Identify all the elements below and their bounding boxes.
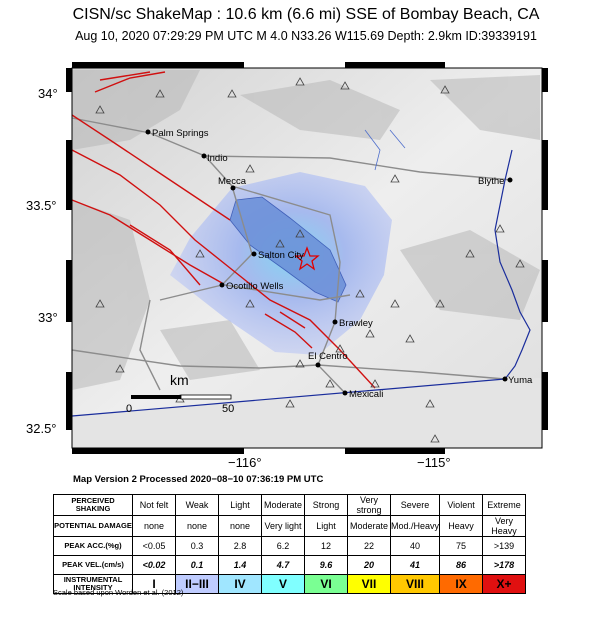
svg-text:0: 0: [126, 403, 132, 415]
map-title: CISN/sc ShakeMap : 10.6 km (6.6 mi) SSE …: [72, 6, 540, 23]
city-mexicali: Mexicali: [349, 389, 383, 400]
city-yuma: Yuma: [508, 375, 533, 386]
event-info: Aug 10, 2020 07:29:29 PM UTC M 4.0 N33.2…: [75, 29, 537, 43]
city-salton-city: Salton City: [258, 250, 304, 261]
legend-header-pga: PEAK ACC.(%g): [53, 536, 133, 556]
legend-cell: 40: [389, 536, 441, 556]
legend-cell: Strong: [304, 494, 348, 516]
frame-ticks: [66, 62, 548, 454]
legend-cell: Very light: [261, 515, 305, 537]
legend-cell: 4.7: [261, 555, 305, 575]
legend-cell: 1.4: [218, 555, 262, 575]
legend-cell: Not felt: [132, 494, 176, 516]
legend-cell: none: [175, 515, 219, 537]
epicenter-star: [294, 246, 320, 271]
legend-cell: 75: [439, 536, 484, 556]
city-indio: Indio: [207, 153, 228, 164]
legend-cell: 2.8: [218, 536, 262, 556]
city-labels: Palm Springs Indio Mecca Blythe Salton C…: [152, 128, 533, 400]
intensity-swatch: I: [132, 574, 176, 594]
legend-row-intensity: INSTRUMENTAL INTENSITY I II−III IV V VI …: [53, 574, 527, 594]
intensity-swatch: VII: [347, 574, 391, 594]
scale-credit: Scale based upon Worden et al. (2012): [53, 588, 184, 597]
legend-cell: Moderate: [347, 515, 391, 537]
map-version: Map Version 2 Processed 2020−08−10 07:36…: [73, 474, 324, 485]
legend-cell: Light: [218, 494, 262, 516]
legend-cell: <0.02: [132, 555, 176, 575]
legend-cell: Violent: [439, 494, 484, 516]
legend-header-pgv: PEAK VEL.(cm/s): [53, 555, 133, 575]
city-ocotillo-wells: Ocotillo Wells: [226, 281, 284, 292]
legend-header-damage: POTENTIAL DAMAGE: [53, 515, 133, 537]
svg-text:50: 50: [222, 403, 234, 415]
legend-cell: Severe: [389, 494, 441, 516]
lat-label-33-5: 33.5°: [26, 198, 57, 213]
city-el-centro: El Centro: [308, 351, 348, 362]
intensity-swatch: VIII: [389, 574, 441, 594]
legend-cell: <0.05: [132, 536, 176, 556]
legend-row-damage: POTENTIAL DAMAGE none none none Very lig…: [53, 515, 527, 537]
lat-label-32-5: 32.5°: [26, 421, 57, 436]
legend-header-shaking: PERCEIVED SHAKING: [53, 494, 133, 516]
intensity-swatch: VI: [304, 574, 348, 594]
legend-cell: 41: [389, 555, 441, 575]
legend-cell: Moderate: [261, 494, 305, 516]
legend-cell: 22: [347, 536, 391, 556]
legend-row-shaking: PERCEIVED SHAKING Not felt Weak Light Mo…: [53, 494, 527, 516]
map-frame: [71, 67, 543, 449]
shakemap: Palm Springs Indio Mecca Blythe Salton C…: [66, 62, 548, 454]
legend-cell: none: [218, 515, 262, 537]
city-mecca: Mecca: [218, 176, 247, 187]
legend-cell: >139: [482, 536, 527, 556]
terrain-shading: [72, 70, 540, 390]
lat-label-34: 34°: [38, 86, 58, 101]
mexico-area: [72, 378, 542, 448]
intensity-swatch: V: [261, 574, 305, 594]
legend-cell: >178: [482, 555, 527, 575]
legend-cell: Extreme: [482, 494, 527, 516]
legend-cell: 0.3: [175, 536, 219, 556]
scale-bar: km 0 50: [126, 372, 234, 415]
legend-cell: Very Heavy: [482, 515, 527, 537]
legend-cell: Mod./Heavy: [389, 515, 441, 537]
lat-label-33: 33°: [38, 310, 58, 325]
intensity-swatch: IV: [218, 574, 262, 594]
legend-cell: Very strong: [347, 494, 391, 516]
legend-cell: 9.6: [304, 555, 348, 575]
legend-cell: 12: [304, 536, 348, 556]
legend-row-pga: PEAK ACC.(%g) <0.05 0.3 2.8 6.2 12 22 40…: [53, 536, 527, 556]
svg-text:km: km: [170, 372, 189, 388]
lon-label-116: −116°: [228, 455, 262, 470]
legend-cell: Light: [304, 515, 348, 537]
legend-cell: 0.1: [175, 555, 219, 575]
legend-cell: Weak: [175, 494, 219, 516]
legend-cell: none: [132, 515, 176, 537]
legend-cell: 20: [347, 555, 391, 575]
intensity-swatch: II−III: [175, 574, 219, 594]
legend-cell: Heavy: [439, 515, 484, 537]
intensity-swatch: IX: [439, 574, 484, 594]
legend-row-pgv: PEAK VEL.(cm/s) <0.02 0.1 1.4 4.7 9.6 20…: [53, 555, 527, 575]
legend-cell: 86: [439, 555, 484, 575]
rivers: [71, 129, 531, 417]
city-brawley: Brawley: [339, 318, 373, 329]
legend-cell: 6.2: [261, 536, 305, 556]
faults: [71, 71, 376, 389]
city-blythe: Blythe: [478, 176, 504, 187]
lon-label-115: −115°: [417, 455, 451, 470]
intensity-legend: PERCEIVED SHAKING Not felt Weak Light Mo…: [53, 494, 527, 594]
city-palm-springs: Palm Springs: [152, 128, 209, 139]
intensity-swatch: X+: [482, 574, 527, 594]
city-markers: [145, 129, 513, 396]
legend-header-intensity: INSTRUMENTAL INTENSITY: [53, 574, 133, 594]
salton-sea: [229, 196, 347, 303]
